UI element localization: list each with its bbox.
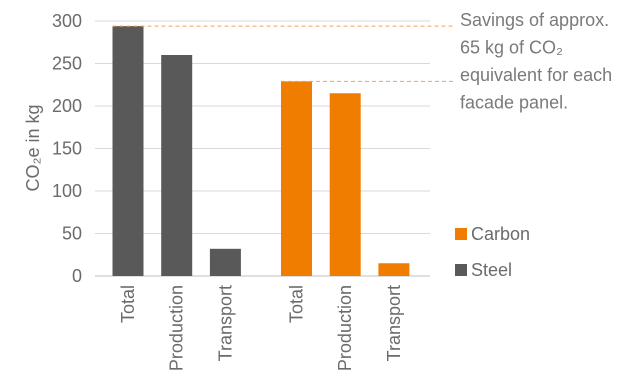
x-tick-labels: Total Production Transport Total Production T… — [118, 285, 404, 371]
savings-reference-lines — [112, 25, 455, 82]
y-tick-label: 200 — [52, 96, 82, 116]
bar-steel-production — [161, 55, 193, 276]
bar-steel-transport — [209, 248, 241, 276]
x-tick-label: Transport — [215, 285, 235, 361]
legend: Carbon Steel — [455, 224, 530, 280]
legend-swatch-steel — [455, 264, 467, 276]
savings-annotation: Savings of approx. 65 kg of CO₂ equivale… — [460, 10, 612, 113]
bar-carbon-production — [329, 93, 361, 276]
y-tick-labels: 0 50 100 150 200 250 300 — [52, 11, 82, 286]
legend-item-steel: Steel — [455, 260, 512, 280]
legend-swatch-carbon — [455, 228, 467, 240]
legend-label-carbon: Carbon — [471, 224, 530, 244]
bars — [112, 26, 410, 276]
bar-carbon-transport — [378, 263, 410, 276]
annotation-line: 65 kg of CO₂ — [460, 38, 563, 58]
annotation-line: facade panel. — [460, 93, 568, 113]
annotation-line: equivalent for each — [460, 65, 612, 85]
y-tick-label: 50 — [62, 224, 82, 244]
y-axis-title: CO₂e in kg — [23, 104, 43, 191]
legend-label-steel: Steel — [471, 260, 512, 280]
y-tick-label: 300 — [52, 11, 82, 31]
annotation-line: Savings of approx. — [460, 10, 609, 30]
x-tick-label: Transport — [384, 285, 404, 361]
y-tick-label: 0 — [72, 266, 82, 286]
y-tick-label: 100 — [52, 181, 82, 201]
gridlines — [95, 20, 430, 277]
bar-carbon-total — [281, 81, 312, 276]
legend-item-carbon: Carbon — [455, 224, 530, 244]
y-tick-label: 150 — [52, 139, 82, 159]
x-tick-label: Total — [118, 285, 138, 323]
x-tick-label: Production — [167, 285, 187, 371]
bar-steel-total — [112, 26, 144, 276]
x-tick-label: Production — [335, 285, 355, 371]
x-tick-label: Total — [287, 285, 307, 323]
y-tick-label: 250 — [52, 54, 82, 74]
